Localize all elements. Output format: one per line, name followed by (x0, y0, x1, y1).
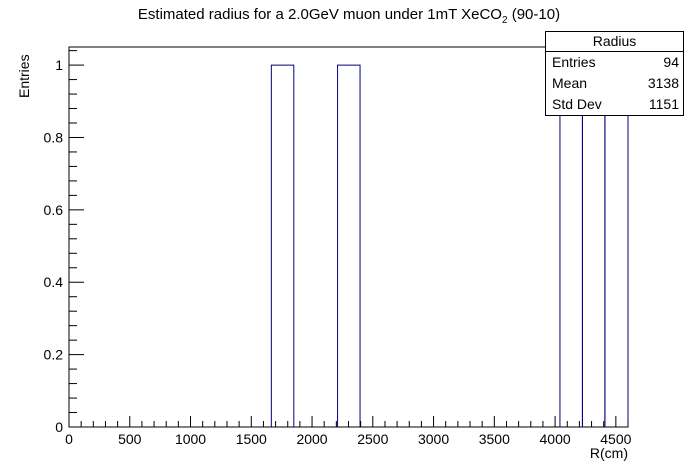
y-tick-label-2: 0.4 (44, 274, 64, 290)
title-subscript: 2 (501, 15, 508, 26)
y-tick-label-4: 0.8 (44, 129, 64, 145)
histogram-bar-0 (270, 64, 295, 427)
stats-entries-value: 94 (663, 54, 679, 70)
stats-title: Radius (546, 32, 683, 52)
histogram-bar-4 (604, 64, 629, 427)
y-tick-label-5: 1 (55, 57, 63, 73)
x-tick-label-4: 2000 (296, 431, 327, 447)
stats-row-entries: Entries 94 (546, 52, 683, 73)
stats-stddev-value: 1151 (648, 96, 679, 112)
y-axis-label: Entries (16, 54, 32, 98)
title-suffix: (90-10) (507, 6, 561, 23)
y-tick-label-0: 0 (55, 419, 63, 435)
x-axis-label: R(cm) (589, 445, 628, 461)
x-tick-label-7: 3500 (479, 431, 510, 447)
histogram-bar-1 (337, 64, 361, 427)
chart-title: Estimated radius for a 2.0GeV muon under… (137, 6, 561, 26)
y-tick-label-3: 0.6 (44, 202, 64, 218)
y-tick-label-1: 0.2 (44, 347, 64, 363)
x-tick-label-5: 2500 (357, 431, 388, 447)
stats-entries-label: Entries (552, 54, 596, 70)
x-tick-label-9: 4500 (600, 431, 631, 447)
histogram-bar-3 (581, 64, 606, 427)
stats-row-mean: Mean 3138 (546, 73, 683, 94)
stats-stddev-label: Std Dev (552, 96, 602, 112)
x-tick-label-8: 4000 (540, 431, 571, 447)
stats-mean-label: Mean (552, 75, 588, 91)
x-tick-label-6: 3000 (418, 431, 449, 447)
x-tick-label-0: 0 (65, 431, 73, 447)
stats-box: Radius Entries 94 Mean 3138 Std Dev 1151 (545, 31, 684, 116)
stats-row-stddev: Std Dev 1151 (546, 94, 683, 115)
stats-mean-value: 3138 (647, 75, 679, 91)
x-tick-label-2: 1000 (175, 431, 206, 447)
histogram-bar-2 (559, 64, 583, 427)
x-tick-label-3: 1500 (236, 431, 267, 447)
x-tick-label-1: 500 (118, 431, 142, 447)
